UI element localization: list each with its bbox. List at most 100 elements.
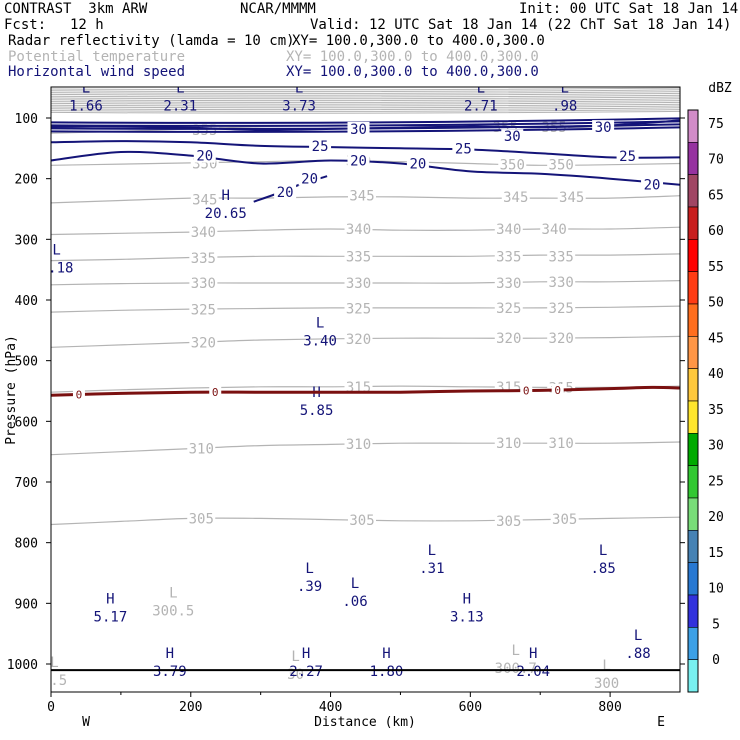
- colorbar-swatch: [687, 465, 699, 499]
- x-tick-label: 200: [179, 700, 202, 715]
- colorbar-swatch: [687, 562, 699, 596]
- theta-label-340: 340: [542, 222, 567, 238]
- wind-extremum-value: 2.04: [516, 664, 550, 680]
- theta-label-bg: [344, 222, 373, 237]
- wind-extremum-L: L: [477, 81, 485, 97]
- field-name-reflectivity: Radar reflectivity (lamda = 10 cm): [8, 33, 295, 49]
- wind-speed-contours: 30 30 30 25 25 25 20 20 20 20 20 20 L 1.66 L 2.31 L 3.73 L…: [51, 81, 680, 680]
- theta-extremum-L: L: [602, 658, 610, 674]
- wind-extremum-value: .31: [419, 561, 444, 577]
- wind-extremum-value: 1.80: [370, 664, 404, 680]
- colorbar-swatch: [687, 239, 699, 272]
- hatch-line: [51, 96, 680, 100]
- hatch-line: [51, 94, 680, 98]
- wind-label-25: 25: [312, 139, 329, 155]
- theta-label-bg: [547, 274, 576, 289]
- wind-extremum-L: L: [52, 243, 60, 259]
- colorbar-label: 35: [708, 403, 724, 418]
- colorbar-label: 55: [708, 260, 724, 275]
- x-end-label-west: W: [82, 715, 90, 730]
- wind-label-bg: [274, 185, 297, 200]
- wind-label-20: 20: [196, 149, 213, 165]
- field-xy-reflectivity: XY= 100.0,300.0 to 400.0,300.0: [292, 33, 545, 49]
- theta-label-335: 335: [191, 251, 216, 267]
- wind-extremum-value: 2.31: [163, 99, 197, 115]
- theta-label-bg: [344, 379, 373, 394]
- wind-extremum-L: L: [428, 543, 436, 559]
- hatch-line: [51, 109, 680, 112]
- theta-label-335: 335: [549, 249, 574, 265]
- wind-extremum-H: H: [302, 646, 310, 662]
- colorbar-swatch: [687, 659, 699, 693]
- wind-extremum-value: .39: [297, 579, 322, 595]
- freezing-label-bg: [520, 384, 533, 397]
- colorbar-label: 70: [708, 153, 724, 168]
- theta-label-345: 345: [503, 190, 528, 206]
- y-tick-label: 600: [15, 415, 38, 430]
- theta-label-330: 330: [346, 276, 371, 292]
- hatch-line: [51, 98, 680, 102]
- y-tick-label: 700: [15, 476, 38, 491]
- wind-extremum-L: L: [634, 628, 642, 644]
- colorbar-label: 15: [708, 546, 724, 561]
- wind-label-bg: [193, 148, 216, 163]
- theta-label-335: 335: [496, 249, 521, 265]
- y-tick-label: 900: [15, 597, 38, 612]
- wind-extremum-H: H: [463, 591, 471, 607]
- colorbar-label: 30: [708, 439, 724, 454]
- theta-label-bg: [344, 436, 373, 451]
- wind-extremum-value: 3.73: [282, 99, 316, 115]
- theta-extremum-value: 300.7: [495, 661, 537, 677]
- wind-label-bg: [452, 141, 475, 156]
- theta-label-bg: [189, 302, 218, 317]
- freezing-label-bg: [209, 386, 222, 399]
- freezing-label: 0: [523, 385, 530, 398]
- freezing-label-bg: [72, 388, 85, 401]
- theta-label-325: 325: [191, 303, 216, 319]
- y-axis-label: Pressure (hPa): [4, 335, 19, 445]
- theta-label-310: 310: [346, 437, 371, 453]
- theta-label-305: 305: [349, 513, 374, 529]
- valid-time: Valid: 12 UTC Sat 18 Jan 14 (22 ChT Sat …: [310, 17, 732, 33]
- theta-label-305: 305: [552, 512, 577, 528]
- theta-label-320: 320: [496, 331, 521, 347]
- theta-label-bg: [189, 335, 218, 350]
- colorbar-swatch: [687, 109, 699, 143]
- colorbar-swatch: [687, 142, 699, 175]
- y-tick-label: 500: [15, 355, 38, 370]
- field-name-wind: Horizontal wind speed: [8, 64, 186, 80]
- field-name-theta: Potential temperature: [8, 49, 186, 65]
- x-end-label-east: E: [657, 715, 665, 730]
- colorbar-swatch: [687, 400, 699, 434]
- colorbar-swatch: [687, 594, 699, 628]
- wind-extremum-H: H: [222, 188, 230, 204]
- theta-label-345: 345: [349, 189, 374, 205]
- theta-label-330: 330: [549, 275, 574, 291]
- wind-extremum-L: L: [351, 576, 359, 592]
- wind-label-bg: [592, 120, 615, 135]
- y-tick-label: 400: [15, 294, 38, 309]
- colorbar-swatch: [687, 530, 699, 563]
- wind-extremum-L: L: [599, 543, 607, 559]
- wind-label-bg: [298, 171, 321, 186]
- theta-label-340: 340: [346, 222, 371, 238]
- colorbar-label: 75: [708, 117, 724, 132]
- colorbar-swatch: [687, 271, 699, 305]
- colorbar-swatch: [687, 368, 699, 402]
- theta-label-330: 330: [496, 276, 521, 292]
- wind-extremum-L: L: [560, 81, 568, 97]
- theta-label-bg: [189, 225, 218, 240]
- wind-extremum-value: 20.65: [205, 206, 247, 222]
- x-tick-label: 800: [598, 700, 621, 715]
- colorbar-label: 10: [708, 582, 724, 597]
- theta-label-bg: [494, 513, 523, 528]
- wind-label-20: 20: [409, 157, 426, 173]
- y-tick-label: 200: [15, 173, 38, 188]
- wind-label-20: 20: [350, 153, 367, 169]
- theta-label-bg: [348, 188, 377, 203]
- colorbar-label: 65: [708, 188, 724, 203]
- wind-label-30: 30: [504, 129, 521, 145]
- hatch-line: [51, 87, 680, 91]
- theta-extremum-L: L: [291, 649, 299, 665]
- field-xy-wind: XY= 100.0,300.0 to 400.0,300.0: [286, 64, 539, 80]
